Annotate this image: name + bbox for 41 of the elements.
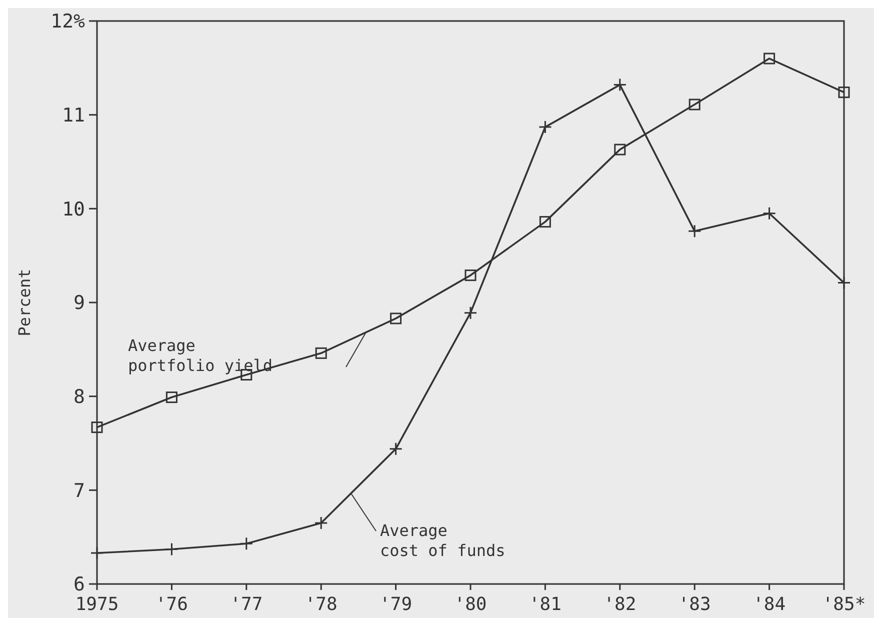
x-tick-label: '77 (230, 594, 263, 615)
point (464, 306, 478, 320)
x-tick-label: '82 (604, 594, 636, 615)
point (688, 224, 702, 238)
x-tick-label: 1975 (75, 594, 119, 615)
point (837, 276, 851, 290)
y-tick-label: 12% (50, 10, 86, 33)
point (315, 347, 327, 359)
y-tick-label: 8 (74, 386, 85, 408)
x-tick-label: '78 (304, 594, 338, 615)
point (464, 270, 476, 282)
y-tick-label: 6 (74, 574, 85, 596)
x-tick-label: '79 (380, 594, 412, 615)
point (314, 516, 328, 530)
y-tick-label: 10 (62, 198, 85, 220)
point (166, 392, 178, 404)
point (91, 422, 103, 434)
y-tick-label: 9 (74, 292, 85, 314)
point (764, 52, 776, 64)
y-axis-title: Percent (15, 268, 34, 336)
point (389, 442, 403, 456)
point (390, 312, 402, 324)
x-tick-label: '76 (155, 594, 188, 615)
point (240, 536, 254, 550)
x-tick-label: '85* (822, 594, 866, 615)
point (90, 546, 104, 560)
x-tick-label: '80 (454, 594, 487, 615)
point (613, 78, 627, 92)
x-tick-label: '83 (678, 594, 711, 615)
point (688, 98, 700, 110)
point (614, 144, 626, 156)
point (538, 120, 552, 134)
point (164, 542, 178, 556)
y-tick-label: 11 (62, 104, 85, 126)
point (838, 86, 850, 98)
x-tick-label: '81 (528, 594, 562, 615)
y-tick-label: 7 (74, 480, 85, 502)
point (539, 216, 551, 228)
point (762, 206, 776, 220)
x-tick-label: '84 (753, 594, 786, 615)
text: Average cost of funds (380, 521, 506, 560)
